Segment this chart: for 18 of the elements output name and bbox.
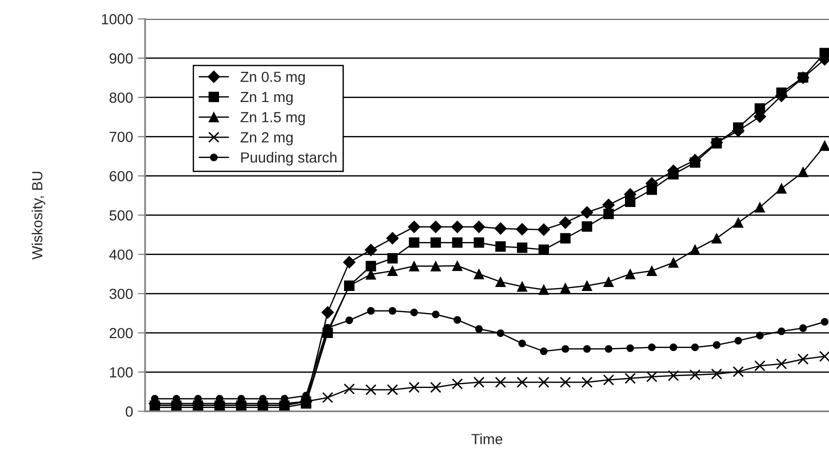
legend-label: Zn 1 mg	[240, 92, 293, 106]
y-tick-label: 800	[110, 92, 133, 103]
x-axis-title: Time	[471, 434, 502, 444]
y-tick-label: 1000	[102, 14, 133, 24]
y-tick-label: 900	[110, 53, 133, 64]
y-tick-label: 600	[110, 170, 133, 182]
y-tick-label: 200	[110, 328, 133, 338]
y-tick-label: 500	[110, 210, 133, 221]
y-tick-label: 400	[109, 249, 133, 260]
legend-label: Zn 1.5 mg	[240, 112, 305, 126]
y-axis-title: Wiskosity, BU	[32, 172, 46, 260]
legend-label: Zn 2 mg	[240, 132, 293, 146]
legend-label: Puuding starch	[241, 152, 336, 166]
y-tick-label: 300	[109, 288, 133, 300]
y-tick-label: 100	[110, 367, 133, 378]
legend-label: Zn 0.5 mg	[240, 72, 305, 85]
y-tick-label: 700	[110, 132, 133, 142]
y-tick-label: 0	[126, 406, 133, 417]
